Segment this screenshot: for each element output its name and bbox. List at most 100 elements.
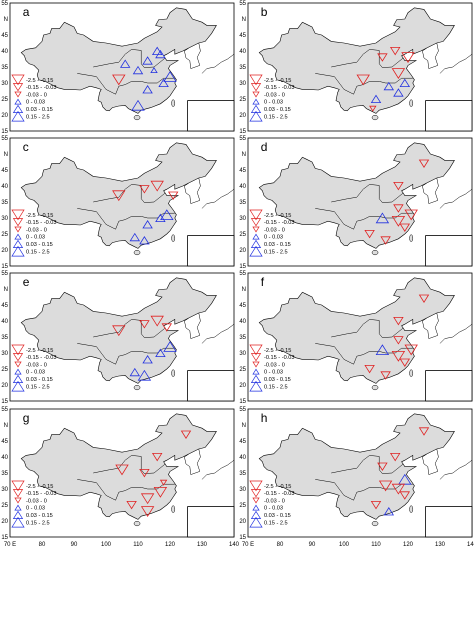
legend-symbol (252, 361, 260, 368)
site-marker (380, 236, 391, 245)
lat-tick-label: 55 (1, 1, 8, 7)
hainan (371, 385, 379, 391)
legend-symbol (252, 98, 260, 105)
lat-tick-label: 40 (1, 455, 8, 461)
legend-label: -0.03 - 0 (264, 227, 285, 233)
legend-symbol (11, 344, 25, 356)
map-panel: d -2.5 - -0.15-0.15 - -0.03-0.03 - 0 0 - 0… (239, 136, 473, 270)
legend-label: 0.15 - 2.5 (26, 114, 50, 120)
legend-label: 0.03 - 0.15 (26, 513, 53, 519)
site-marker (155, 348, 166, 358)
site-marker (142, 85, 153, 94)
site-marker (404, 344, 418, 356)
lon-tick-label: 120 (165, 542, 176, 548)
inset-box (187, 235, 235, 267)
panel-label: c (23, 140, 29, 154)
site-marker (370, 94, 382, 103)
lat-tick-label: N (4, 423, 8, 429)
lat-tick-label: 20 (1, 519, 8, 525)
lat-tick-label: 55 (239, 407, 246, 413)
legend-symbol (12, 510, 24, 519)
site-marker (391, 483, 406, 495)
site-marker (418, 159, 430, 168)
legend-symbol (11, 74, 25, 86)
site-marker (399, 491, 411, 500)
river (331, 49, 404, 68)
legend-label: -0.03 - 0 (26, 227, 47, 233)
site-marker (139, 320, 150, 329)
site-marker (163, 71, 177, 82)
legend-label: 0.03 - 0.15 (264, 513, 291, 519)
legend-symbol (12, 489, 24, 498)
country-outline (20, 413, 217, 520)
legend-label: 0 - 0.03 (264, 506, 283, 512)
site-marker (399, 78, 411, 87)
legend-label: 0.15 - 2.5 (26, 520, 50, 526)
taiwan (409, 505, 414, 513)
legend-symbol (250, 489, 262, 498)
coastline (439, 460, 473, 480)
lat-tick-label: 45 (239, 439, 246, 445)
legend-symbol (14, 361, 22, 368)
legend-symbol (250, 374, 262, 383)
legend-symbol (12, 83, 24, 92)
site-marker (393, 204, 404, 213)
legend-symbol (12, 353, 24, 362)
legend-symbol (14, 368, 22, 375)
lon-tick-label: 100 (339, 542, 350, 548)
legend-label: 0 - 0.03 (26, 235, 45, 241)
legend-label: -2.5 - -0.15 (26, 484, 53, 490)
site-marker (393, 181, 404, 191)
legend-symbol (252, 504, 260, 511)
lon-tick-label: 70 E (4, 542, 16, 548)
coastline (439, 324, 473, 344)
site-marker (137, 369, 152, 381)
lat-tick-label: 40 (239, 455, 246, 461)
lat-tick-label: 20 (239, 383, 246, 389)
lat-tick-label: 15 (1, 399, 8, 405)
site-marker (163, 341, 177, 352)
korea-outline (422, 448, 439, 475)
lat-tick-label: 35 (239, 200, 246, 206)
lon-tick-label: 130 (435, 542, 446, 548)
legend-label: 0.15 - 2.5 (264, 520, 288, 526)
coastline (201, 324, 235, 344)
site-marker (377, 462, 388, 471)
inset-box (187, 100, 235, 132)
legend-symbol (252, 497, 260, 504)
site-marker (112, 74, 126, 86)
lat-tick-label: 35 (239, 471, 246, 477)
lat-tick-label: 45 (239, 33, 246, 39)
site-marker (151, 452, 163, 462)
panel-label: e (23, 275, 30, 289)
site-marker (383, 507, 395, 516)
inset-box (425, 100, 473, 132)
legend-label: -0.15 - -0.03 (26, 355, 56, 361)
lat-tick-label: 45 (1, 33, 8, 39)
lon-tick-label: 130 (197, 542, 208, 548)
legend-label: -0.15 - -0.03 (264, 85, 294, 91)
site-marker (142, 220, 153, 229)
site-marker (150, 180, 164, 192)
lat-tick-label: 15 (1, 264, 8, 270)
lat-tick-label: 40 (1, 319, 8, 325)
inset-box (425, 506, 473, 538)
legend-label: -0.15 - -0.03 (264, 355, 294, 361)
panel-label: f (261, 275, 265, 289)
site-marker (393, 316, 404, 326)
lat-tick-label: 35 (239, 65, 246, 71)
river (315, 73, 413, 95)
lon-tick-label: 140 (467, 542, 474, 548)
site-marker (389, 452, 401, 462)
legend-label: -2.5 - -0.15 (26, 213, 53, 219)
legend-symbol (252, 233, 260, 240)
river (331, 455, 404, 474)
river (93, 184, 166, 203)
legend-symbol (12, 104, 24, 113)
site-marker (404, 209, 418, 221)
site-marker (139, 185, 150, 194)
site-marker (364, 364, 375, 374)
river (93, 49, 166, 68)
